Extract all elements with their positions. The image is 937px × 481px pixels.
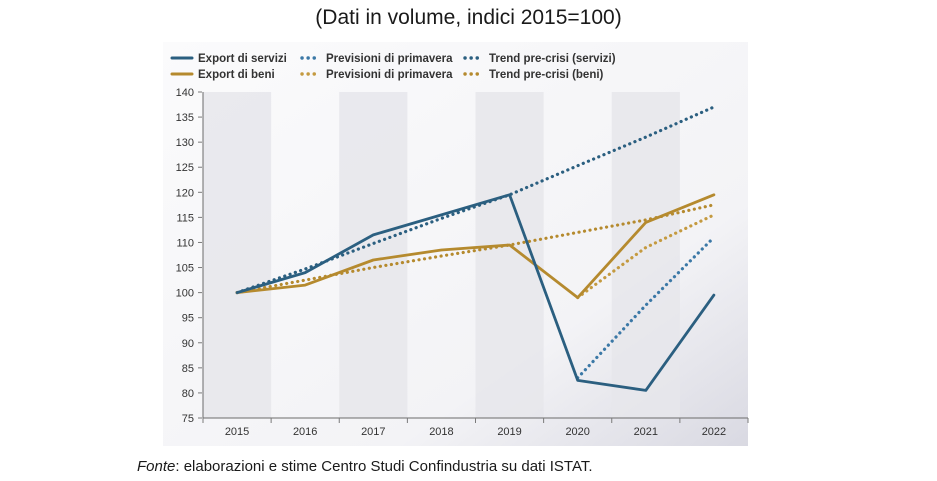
x-tick-label: 2019 [497, 426, 521, 438]
y-tick-label: 130 [176, 137, 194, 149]
band-2017 [339, 92, 408, 418]
band-2019 [475, 92, 544, 418]
legend-label: Previsioni di primavera [326, 53, 453, 65]
y-tick-label: 95 [182, 313, 194, 325]
legend-label: Export di beni [198, 69, 275, 81]
x-tick-label: 2021 [634, 426, 658, 438]
series-line-3-export-di-beni [235, 193, 716, 300]
band-2021 [611, 92, 680, 418]
x-tick-label: 2018 [429, 426, 453, 438]
y-tick-label: 90 [182, 338, 194, 350]
plot-background [163, 42, 748, 446]
series-line-1-previsioni-di-primavera [576, 235, 716, 380]
legend-label: Export di servizi [198, 53, 287, 65]
y-tick-label: 80 [182, 388, 194, 400]
chart-title: (Dati in volume, indici 2015=100) [315, 6, 622, 29]
y-tick-label: 100 [176, 288, 194, 300]
series-lines [235, 105, 716, 392]
legend-label: Trend pre-crisi (beni) [489, 69, 604, 81]
axes: 75 80 85 90 95 100 105 110 115 120 125 130 135 140 201… [176, 87, 749, 438]
x-tick-label: 2017 [361, 426, 385, 438]
y-tick-label: 105 [176, 263, 194, 275]
x-tick-label: 2020 [565, 426, 589, 438]
y-tick-label: 120 [176, 187, 194, 199]
y-tick-label: 115 [176, 212, 194, 224]
legend: Export di servizi Previsioni di primavera… [170, 53, 616, 81]
x-tick-label: 2022 [702, 426, 726, 438]
series-line-5-trend-pre-crisi-beni [235, 203, 716, 295]
source-text: : elaborazioni e stime Centro Studi Conf… [175, 458, 593, 475]
band-2015 [203, 92, 272, 418]
y-tick-label: 125 [176, 162, 194, 174]
legend-label: Trend pre-crisi (servizi) [489, 53, 616, 65]
y-tick-label: 140 [176, 87, 194, 99]
x-tick-label: 2016 [293, 426, 317, 438]
series-line-0-export-di-servizi [235, 193, 716, 392]
y-tick-label: 110 [176, 237, 194, 249]
y-tick-label: 135 [176, 112, 194, 124]
source-note: Fonte: elaborazioni e stime Centro Studi… [137, 458, 593, 475]
y-tick-label: 85 [182, 363, 194, 375]
x-tick-label: 2015 [225, 426, 249, 438]
source-label: Fonte [137, 458, 176, 475]
legend-label: Previsioni di primavera [326, 69, 453, 81]
series-line-4-previsioni-di-primavera [576, 213, 716, 300]
y-tick-label: 75 [182, 413, 194, 425]
